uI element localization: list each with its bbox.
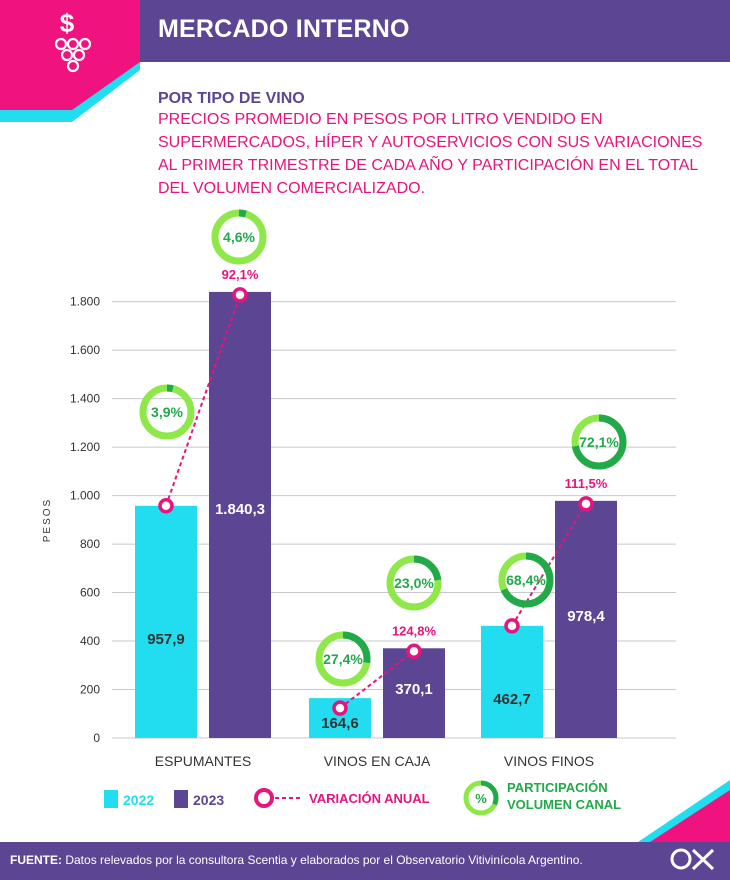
y-tick-label: 1.400 [70, 392, 100, 406]
participation-label: 27,4% [323, 651, 363, 667]
y-tick-label: 0 [93, 731, 100, 745]
legend-participation-arc [463, 780, 499, 816]
header-bar [140, 0, 730, 62]
participation-label: 72,1% [579, 434, 619, 450]
y-tick-label: 1.000 [70, 489, 100, 503]
svg-text:$: $ [60, 8, 75, 38]
variation-point [504, 618, 520, 634]
participation-arc [139, 384, 195, 440]
y-tick-label: 1.200 [70, 440, 100, 454]
legend-participation-label: VOLUMEN CANAL [507, 797, 621, 812]
y-tick-label: 400 [80, 634, 100, 648]
y-tick-label: 1.600 [70, 343, 100, 357]
x-tick-label: VINOS EN CAJA [324, 753, 431, 769]
dollar-grapes-icon: $ [54, 8, 92, 73]
variation-point [232, 287, 248, 303]
legend-participation-label: PARTICIPACIÓN [507, 780, 608, 795]
legend-label-2023: 2023 [193, 792, 224, 808]
header-badge: $ [0, 0, 140, 122]
page-title: MERCADO INTERNO [158, 15, 410, 43]
bar-2023 [383, 648, 445, 738]
legend-variation-label: VARIACIÓN ANUAL [309, 791, 430, 806]
y-tick-label: 200 [80, 683, 100, 697]
source-text: Datos relevados por la consultora Scenti… [65, 853, 583, 867]
participation-label: 68,4% [506, 572, 546, 588]
bar-2023 [555, 500, 617, 738]
participation-arc [211, 209, 267, 265]
participation-arc [498, 552, 554, 608]
legend-variation-marker [254, 788, 274, 808]
bar-value-label: 462,7 [493, 691, 531, 708]
legend-label-2022: 2022 [123, 792, 154, 808]
variation-point [406, 643, 422, 660]
participation-arc [571, 414, 627, 470]
variation-line [339, 650, 415, 709]
bar-2022 [481, 625, 543, 738]
ovx-logo-icon [670, 848, 715, 871]
x-tick-label: ESPUMANTES [155, 753, 251, 769]
participation-label: 23,0% [394, 575, 434, 591]
variation-line [165, 294, 241, 507]
y-axis-label: PESOS [42, 498, 53, 542]
legend-swatch-2022 [104, 790, 118, 808]
variation-point [158, 498, 174, 514]
chart-subtitle: POR TIPO DE VINO [158, 90, 305, 107]
x-tick-label: VINOS FINOS [504, 753, 594, 769]
legend-swatch-2023 [174, 790, 188, 808]
bar-2022 [135, 505, 197, 738]
legend-participation-symbol: % [475, 791, 487, 806]
participation-label: 4,6% [223, 229, 255, 245]
bar-value-label: 370,1 [395, 681, 433, 698]
y-tick-label: 600 [80, 586, 100, 600]
variation-point [332, 700, 348, 716]
chart-description: PRECIOS PROMEDIO EN PESOS POR LITRO VEND… [158, 111, 703, 197]
bar-value-label: 164,6 [321, 715, 359, 732]
participation-arc [315, 631, 371, 687]
participation-arc [386, 555, 442, 611]
variation-point [578, 496, 594, 512]
footer-bar [0, 842, 730, 880]
variation-label: 124,8% [392, 623, 437, 638]
source-label: FUENTE: [10, 853, 62, 867]
bar-value-label: 978,4 [567, 608, 605, 625]
bar-value-label: 957,9 [147, 631, 185, 648]
variation-label: 111,5% [565, 476, 608, 491]
y-tick-label: 800 [80, 537, 100, 551]
variation-label: 92,1% [222, 267, 259, 282]
participation-label: 3,9% [151, 404, 183, 420]
bar-value-label: 1.840,3 [215, 501, 265, 518]
bar-chart: 0 200 400 600 800 1.000 1.200 1.400 1.600 1.800 PE… [42, 209, 676, 816]
footer-source: FUENTE: Datos relevados por la consultor… [10, 853, 583, 867]
y-tick-label: 1.800 [70, 295, 100, 309]
bar-2023 [209, 291, 271, 738]
